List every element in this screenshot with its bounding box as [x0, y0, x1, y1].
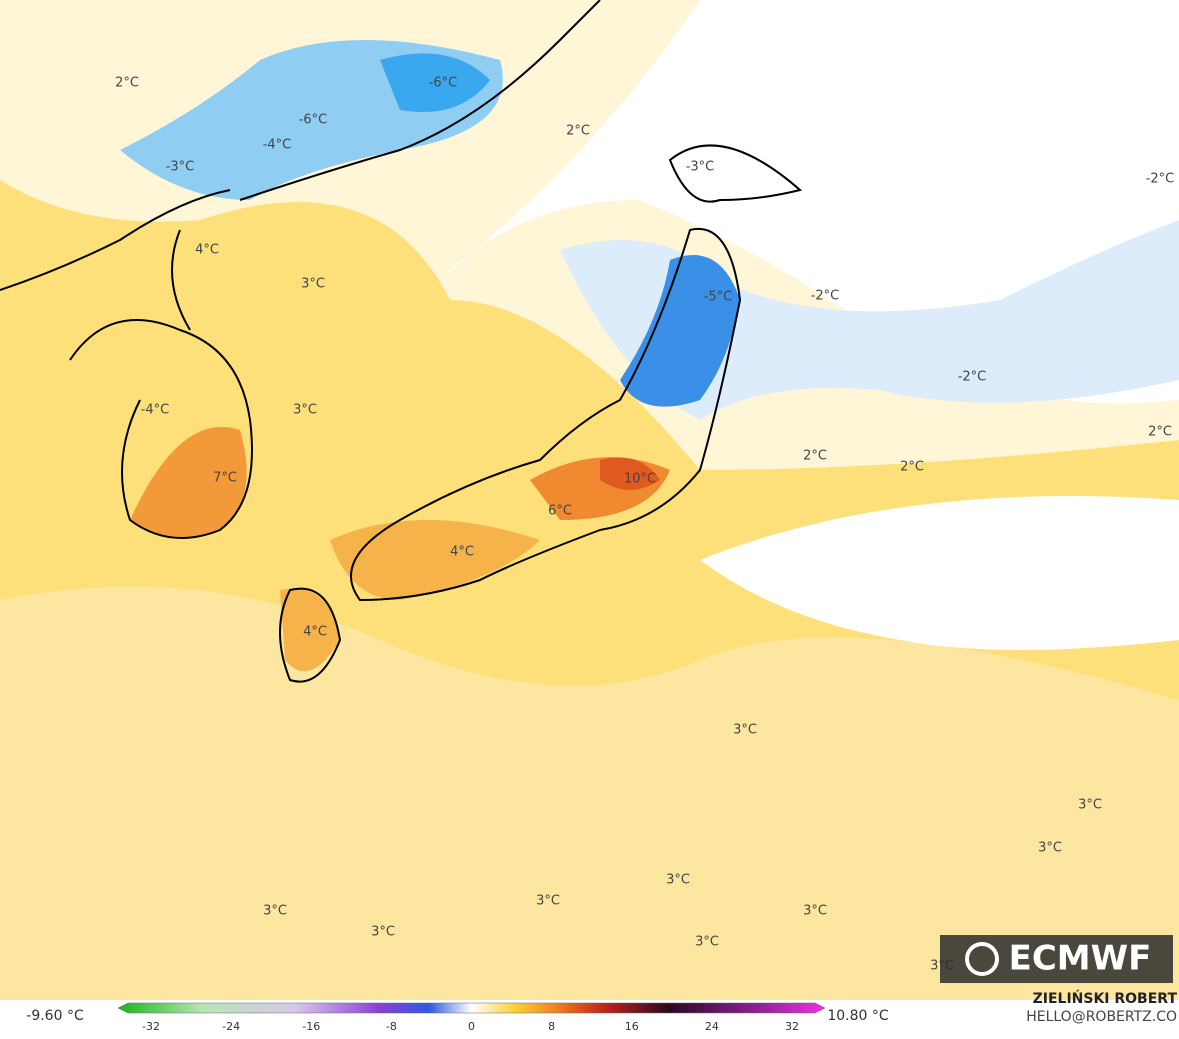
colorbar-tick-label: 0	[468, 1020, 475, 1033]
temperature-label: 3°C	[263, 904, 287, 919]
temperature-label: -2°C	[958, 370, 987, 385]
colorbar-min: -9.60 °C	[26, 1008, 84, 1024]
temperature-label: -2°C	[1146, 172, 1175, 187]
temperature-label: 2°C	[566, 124, 590, 139]
temperature-label: -6°C	[429, 76, 458, 91]
temperature-label: -5°C	[704, 290, 733, 305]
credit-author: ZIELIŃSKI ROBERT	[1033, 989, 1178, 1007]
temperature-label: 2°C	[1148, 425, 1172, 440]
temperature-label: 3°C	[371, 925, 395, 940]
temperature-label: 6°C	[548, 504, 572, 519]
colorbar-tick-label: 24	[705, 1020, 719, 1033]
temperature-label: -4°C	[141, 403, 170, 418]
colorbar-tick-label: 8	[548, 1020, 555, 1033]
temperature-label: -3°C	[166, 160, 195, 175]
colorbar-tick-label: 16	[625, 1020, 639, 1033]
temperature-label: 3°C	[293, 403, 317, 418]
colorbar-tick-label: -16	[302, 1020, 320, 1033]
map	[0, 0, 1179, 1000]
colorbar-tick-label: 32	[785, 1020, 799, 1033]
colorbar-tick-label: -32	[142, 1020, 160, 1033]
temperature-label: -4°C	[263, 138, 292, 153]
temperature-label: 2°C	[900, 460, 924, 475]
temperature-label: 4°C	[195, 243, 219, 258]
temperature-label: 3°C	[803, 904, 827, 919]
temperature-label: 3°C	[695, 935, 719, 950]
temperature-label: 3°C	[536, 894, 560, 909]
temperature-label: -6°C	[299, 113, 328, 128]
temperature-label: 3°C	[301, 277, 325, 292]
colorbar-tick-label: -24	[222, 1020, 240, 1033]
temperature-label: 2°C	[115, 76, 139, 91]
temperature-label: 2°C	[803, 449, 827, 464]
logo-badge: ECMWF	[940, 935, 1173, 983]
temperature-label: -2°C	[811, 289, 840, 304]
credit-email: HELLO@ROBERTZ.CO	[1026, 1009, 1177, 1025]
colorbar	[117, 1002, 826, 1014]
temperature-label: 3°C	[1038, 841, 1062, 856]
temperature-label: 3°C	[733, 723, 757, 738]
colorbar-tick-label: -8	[386, 1020, 397, 1033]
temperature-label: 3°C	[666, 873, 690, 888]
temperature-label: 3°C	[1078, 798, 1102, 813]
temperature-label: 10°C	[624, 472, 656, 487]
temperature-label: 7°C	[213, 471, 237, 486]
temperature-label: 4°C	[303, 625, 327, 640]
colorbar-max: 10.80 °C	[827, 1008, 889, 1024]
logo-text: ECMWF	[1009, 939, 1152, 979]
temperature-label: 4°C	[450, 545, 474, 560]
temperature-label: -3°C	[686, 160, 715, 175]
